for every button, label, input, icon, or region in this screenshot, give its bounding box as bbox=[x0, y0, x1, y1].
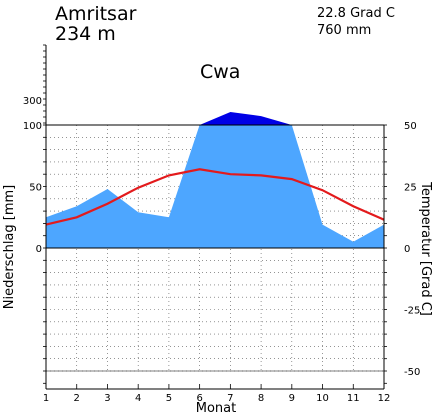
x-tick-label: 11 bbox=[347, 393, 360, 404]
station-name: Amritsar bbox=[55, 3, 137, 25]
y-tick-label-right: 0 bbox=[404, 244, 410, 255]
y-tick-label-right: 25 bbox=[404, 183, 417, 194]
x-tick-label: 3 bbox=[104, 393, 110, 404]
x-tick-label: 10 bbox=[316, 393, 329, 404]
x-tick-label: 1 bbox=[43, 393, 49, 404]
y-tick-label-right: -25 bbox=[404, 306, 420, 317]
x-tick-label: 5 bbox=[166, 393, 172, 404]
x-tick-label: 2 bbox=[74, 393, 80, 404]
x-tick-label: 9 bbox=[289, 393, 295, 404]
x-axis-label: Monat bbox=[196, 401, 236, 416]
y-tick-label-left: 50 bbox=[29, 183, 42, 194]
precip-area-excess bbox=[199, 112, 292, 125]
station-elevation: 234 m bbox=[55, 23, 116, 45]
y-axis-label-left: Niederschlag [mm] bbox=[2, 185, 17, 310]
y-tick-label-right: -50 bbox=[404, 367, 420, 378]
annual-precipitation: 760 mm bbox=[317, 23, 371, 38]
temperature-series-line bbox=[45, 168, 385, 226]
x-tick-label: 4 bbox=[135, 393, 141, 404]
axes bbox=[43, 44, 387, 390]
y-tick-label-left: 0 bbox=[36, 244, 42, 255]
x-tick-label: 8 bbox=[258, 393, 264, 404]
y-axis-label-right: Temperatur [Grad C] bbox=[418, 181, 433, 316]
temperature-line bbox=[45, 168, 385, 226]
y-tick-label-left: 100 bbox=[23, 121, 42, 132]
x-tick-label: 7 bbox=[227, 393, 233, 404]
mean-temperature: 22.8 Grad C bbox=[317, 6, 395, 21]
y-tick-label-right: 50 bbox=[404, 121, 417, 132]
climate-class: Cwa bbox=[200, 61, 240, 83]
y-tick-label-left: 300 bbox=[23, 96, 42, 107]
precip-area-normal bbox=[46, 125, 384, 248]
precipitation-area bbox=[46, 112, 384, 248]
x-tick-label: 6 bbox=[196, 393, 202, 404]
x-tick-label: 12 bbox=[378, 393, 391, 404]
